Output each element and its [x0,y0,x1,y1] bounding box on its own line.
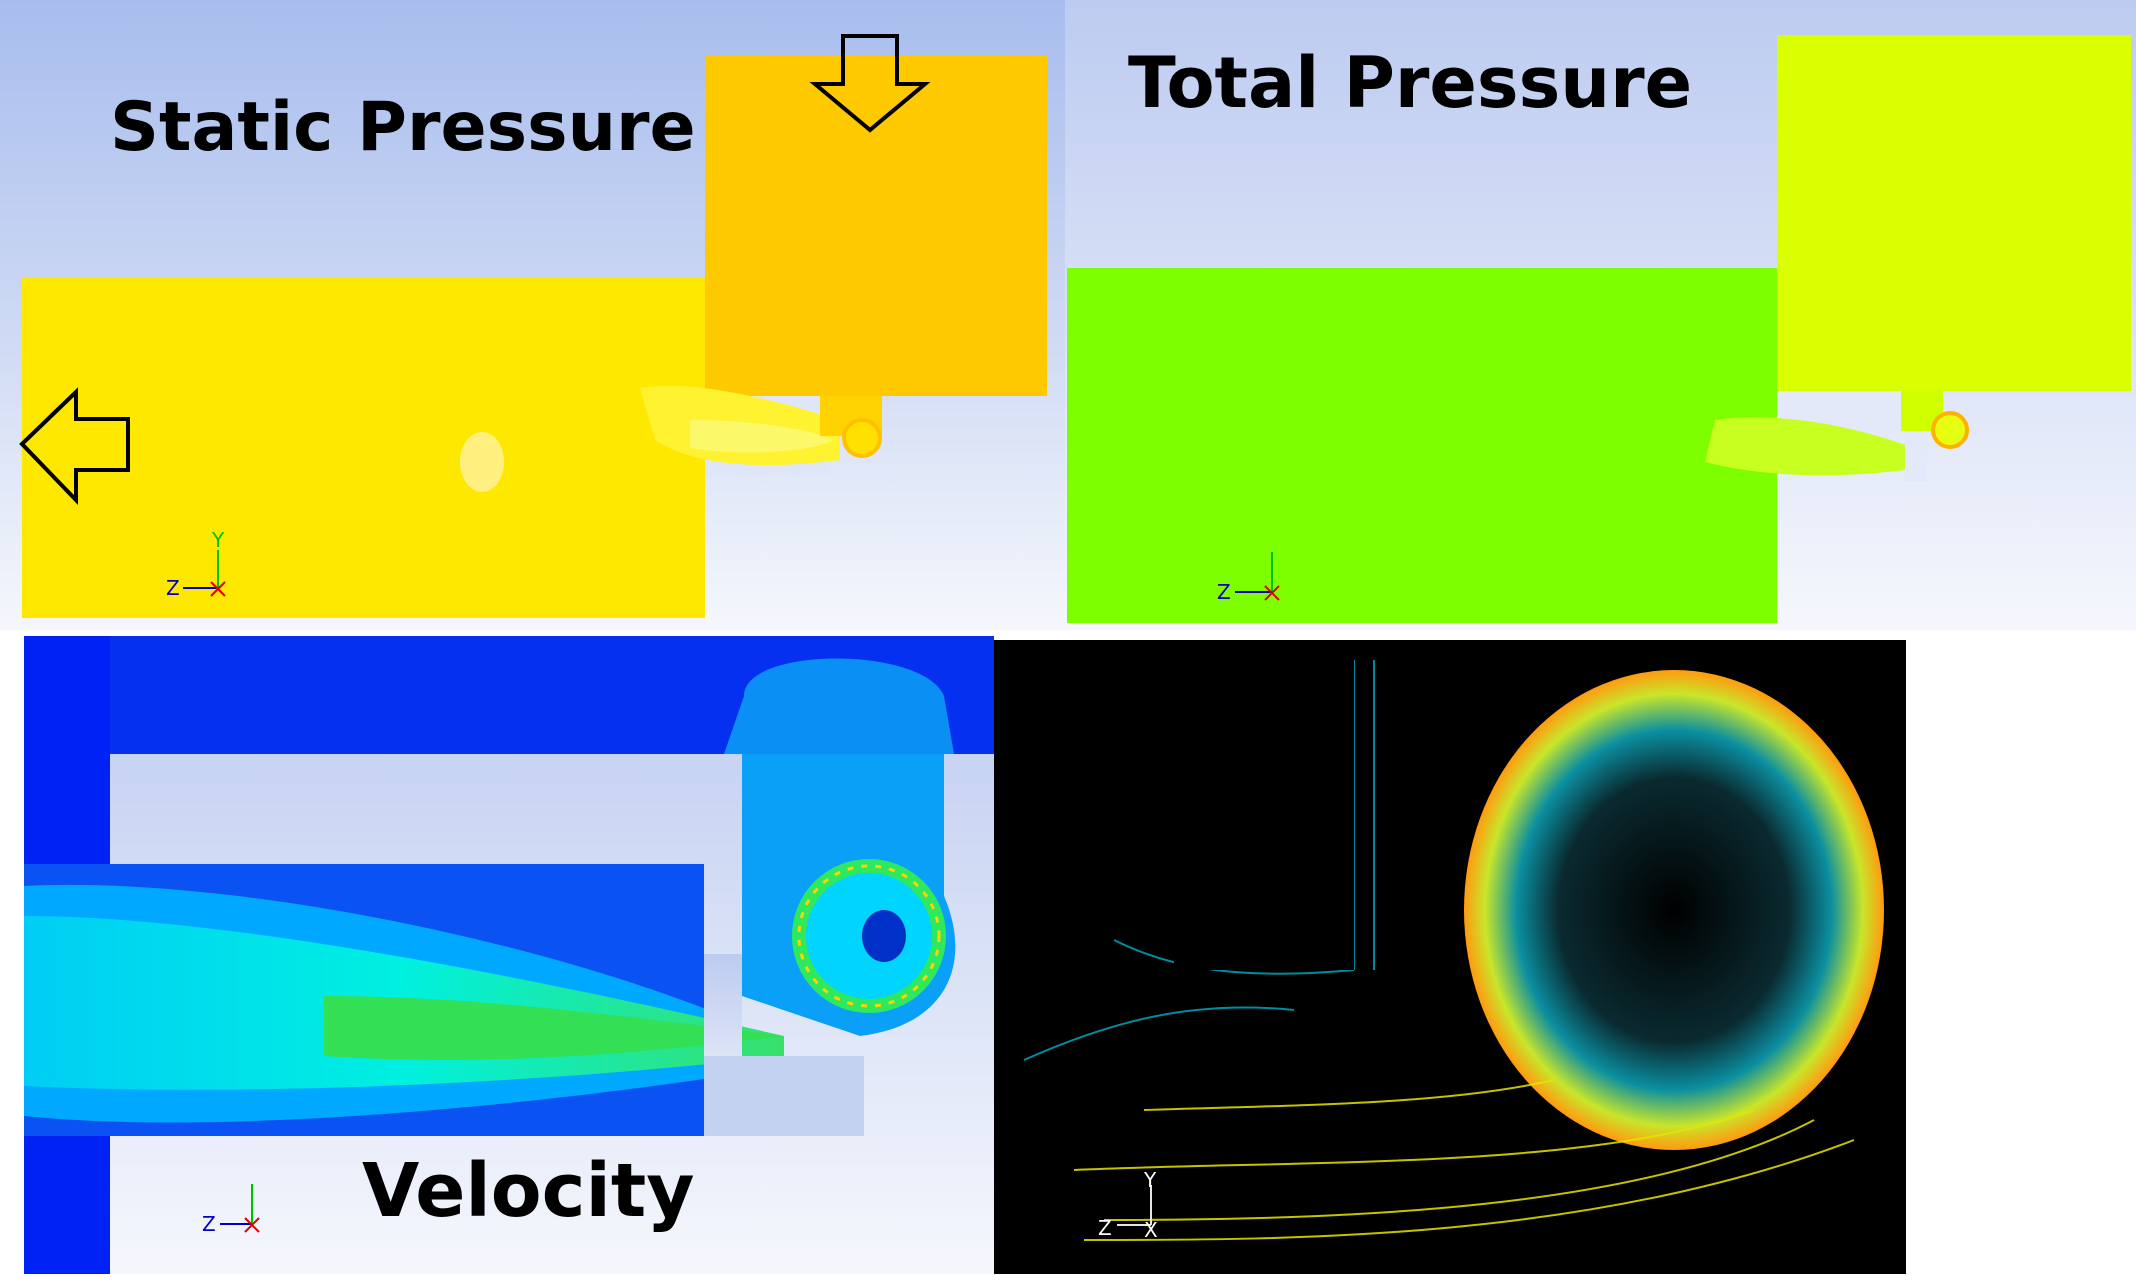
inlet-domain [1777,35,2131,391]
axis-y-label: Y [1144,1168,1157,1192]
velocity-panel: Velocity Z [24,636,994,1274]
outlet-domain [22,278,705,618]
total-pressure-panel: Total Pressure Z [1065,0,2136,630]
arrow-left-outline-icon [19,387,130,505]
outlet-domain [1067,268,1777,623]
velocity-plot [24,636,994,1274]
total-pressure-title: Total Pressure [1128,42,1693,124]
axis-x-label: X [1144,1218,1158,1242]
impeller [1931,411,1969,449]
axis-y-label: Y [212,528,225,552]
static-pressure-panel: Static Pressure Y Z [0,0,1065,630]
velocity-vectors-panel: Y Z X [994,640,1906,1274]
axis-z-label: Z [1098,1216,1112,1240]
vector-streaks [1073,1079,1855,1241]
static-pressure-title: Static Pressure [110,88,696,167]
total-pressure-plot [1065,0,2136,630]
axis-z-label: Z [202,1212,216,1236]
velocity-title: Velocity [362,1148,695,1234]
arrow-down-outline-icon [809,34,931,133]
impeller [842,418,882,458]
inlet-domain [705,56,1047,396]
velocity-vectors-plot [994,640,1906,1274]
vortex [1464,670,1884,1150]
static-pressure-plot [0,0,1065,630]
axis-z-label: Z [1217,580,1231,604]
axis-z-label: Z [166,576,180,600]
